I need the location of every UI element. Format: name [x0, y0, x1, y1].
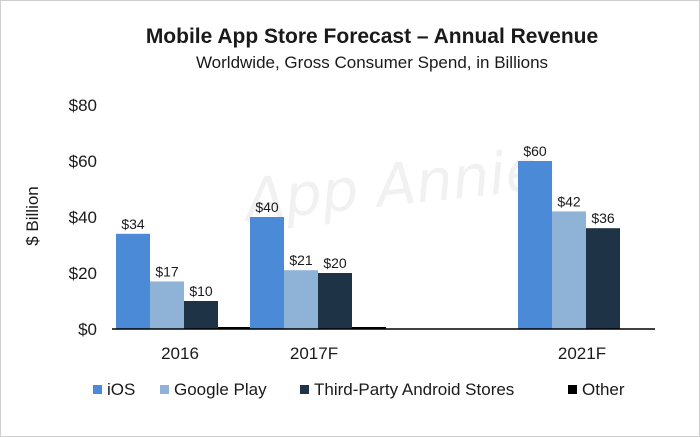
legend: iOS Google Play Third-Party Android Stores… [93, 380, 625, 399]
bar-other-2016 [218, 327, 252, 329]
legend-swatch-third-party-android-stores [300, 385, 309, 394]
data-label: $34 [121, 216, 145, 232]
bar-ios-2017f [250, 217, 284, 329]
bars [116, 161, 620, 329]
chart-subtitle: Worldwide, Gross Consumer Spend, in Bill… [196, 53, 548, 72]
x-tick-label: 2016 [161, 344, 199, 363]
y-tick-label: $0 [78, 320, 97, 339]
legend-label-google-play: Google Play [174, 380, 267, 399]
bar-third-party-android-stores-2021f [586, 228, 620, 329]
data-label: $60 [523, 143, 547, 159]
x-tick-label: 2017F [290, 344, 338, 363]
chart-title: Mobile App Store Forecast – Annual Reven… [146, 25, 598, 48]
bar-google-play-2021f [552, 211, 586, 329]
x-axis-ticks: 2016 2017F 2021F [161, 344, 606, 363]
bar-google-play-2017f [284, 270, 318, 329]
legend-swatch-ios [93, 385, 102, 394]
bar-ios-2016 [116, 233, 150, 329]
y-tick-label: $40 [69, 208, 97, 227]
data-label: $36 [591, 210, 615, 226]
data-label: $21 [289, 252, 313, 268]
bar-ios-2021f [518, 161, 552, 329]
legend-label-ios: iOS [107, 380, 135, 399]
y-tick-label: $20 [69, 264, 97, 283]
y-axis-label: $ Billion [23, 186, 42, 246]
data-label: $20 [323, 255, 347, 271]
y-tick-label: $80 [69, 96, 97, 115]
data-labels: $34 $17 $10 $40 $21 $20 $60 $42 $36 [121, 143, 615, 299]
x-tick-label: 2021F [558, 344, 606, 363]
y-tick-label: $60 [69, 152, 97, 171]
data-label: $40 [255, 199, 279, 215]
legend-swatch-other [568, 385, 577, 394]
bar-third-party-android-stores-2017f [318, 273, 352, 329]
data-label: $17 [155, 263, 179, 279]
legend-swatch-google-play [160, 385, 169, 394]
bar-google-play-2016 [150, 281, 184, 329]
data-label: $10 [189, 283, 213, 299]
y-axis-ticks: $0 $20 $40 $60 $80 [69, 96, 97, 339]
legend-label-other: Other [582, 380, 625, 399]
bar-third-party-android-stores-2016 [184, 301, 218, 329]
legend-label-third-party-android-stores: Third-Party Android Stores [314, 380, 514, 399]
bar-other-2017f [352, 327, 386, 329]
data-label: $42 [557, 193, 581, 209]
